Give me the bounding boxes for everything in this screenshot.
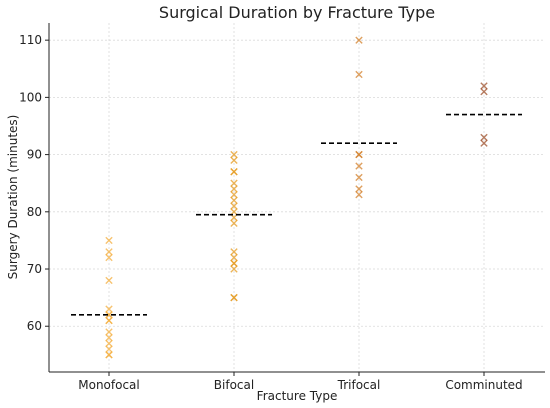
data-point [105, 328, 113, 336]
y-tick-label: 80 [27, 205, 42, 219]
data-point [480, 133, 488, 142]
data-point [230, 179, 238, 187]
data-point [230, 168, 238, 176]
data-point [230, 259, 238, 267]
data-point [355, 36, 363, 44]
data-point [230, 253, 238, 262]
data-point [355, 173, 363, 182]
y-tick-label: 90 [27, 148, 42, 162]
data-point [105, 316, 113, 325]
data-point [230, 202, 238, 210]
data-point [105, 333, 113, 342]
data-point [230, 265, 238, 273]
data-point [355, 70, 363, 79]
x-tick-label: Monofocal [78, 378, 140, 392]
data-point [480, 87, 488, 96]
axes [45, 23, 545, 376]
data-point [230, 293, 238, 302]
y-tick-label: 60 [27, 319, 42, 333]
data-point [105, 236, 113, 245]
data-point [105, 248, 113, 256]
y-axis-title: Surgery Duration (minutes) [6, 115, 20, 280]
y-tick-label: 70 [27, 262, 42, 276]
data-point [355, 190, 363, 199]
x-tick-label: Bifocal [214, 378, 254, 392]
data-point [230, 185, 238, 193]
data-point [105, 276, 113, 285]
data-points [105, 36, 488, 359]
y-tick-label: 110 [19, 33, 42, 47]
data-point [105, 253, 113, 262]
data-point [105, 339, 113, 348]
data-point [230, 150, 238, 159]
data-point [480, 139, 488, 147]
data-point [355, 150, 363, 159]
grid [49, 23, 545, 372]
data-point [230, 190, 238, 199]
data-point [105, 351, 113, 359]
data-point [230, 196, 238, 205]
data-point [230, 156, 238, 165]
y-tick-labels: 60 70 80 90 100 110 [19, 33, 42, 333]
data-point [355, 162, 363, 170]
x-axis-title: Fracture Type [257, 389, 338, 403]
x-tick-labels: Monofocal Bifocal Trifocal Comminuted [78, 378, 522, 392]
data-point [230, 248, 238, 256]
data-point [105, 345, 113, 353]
x-tick-label: Comminuted [445, 378, 522, 392]
data-point [480, 82, 488, 90]
data-point [105, 311, 113, 319]
y-tick-label: 100 [19, 90, 42, 104]
data-point [105, 305, 113, 313]
mean-lines [71, 113, 522, 316]
x-tick-label: Trifocal [337, 378, 381, 392]
chart-title: Surgical Duration by Fracture Type [159, 3, 435, 22]
data-point [230, 219, 238, 227]
data-point [355, 185, 363, 193]
